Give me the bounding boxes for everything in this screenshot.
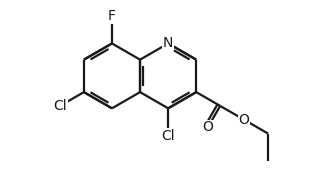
Text: O: O [202,121,213,135]
Text: F: F [108,9,116,23]
Text: O: O [239,113,250,127]
Text: N: N [163,36,174,50]
Text: Cl: Cl [53,99,67,113]
Text: Cl: Cl [161,129,175,143]
